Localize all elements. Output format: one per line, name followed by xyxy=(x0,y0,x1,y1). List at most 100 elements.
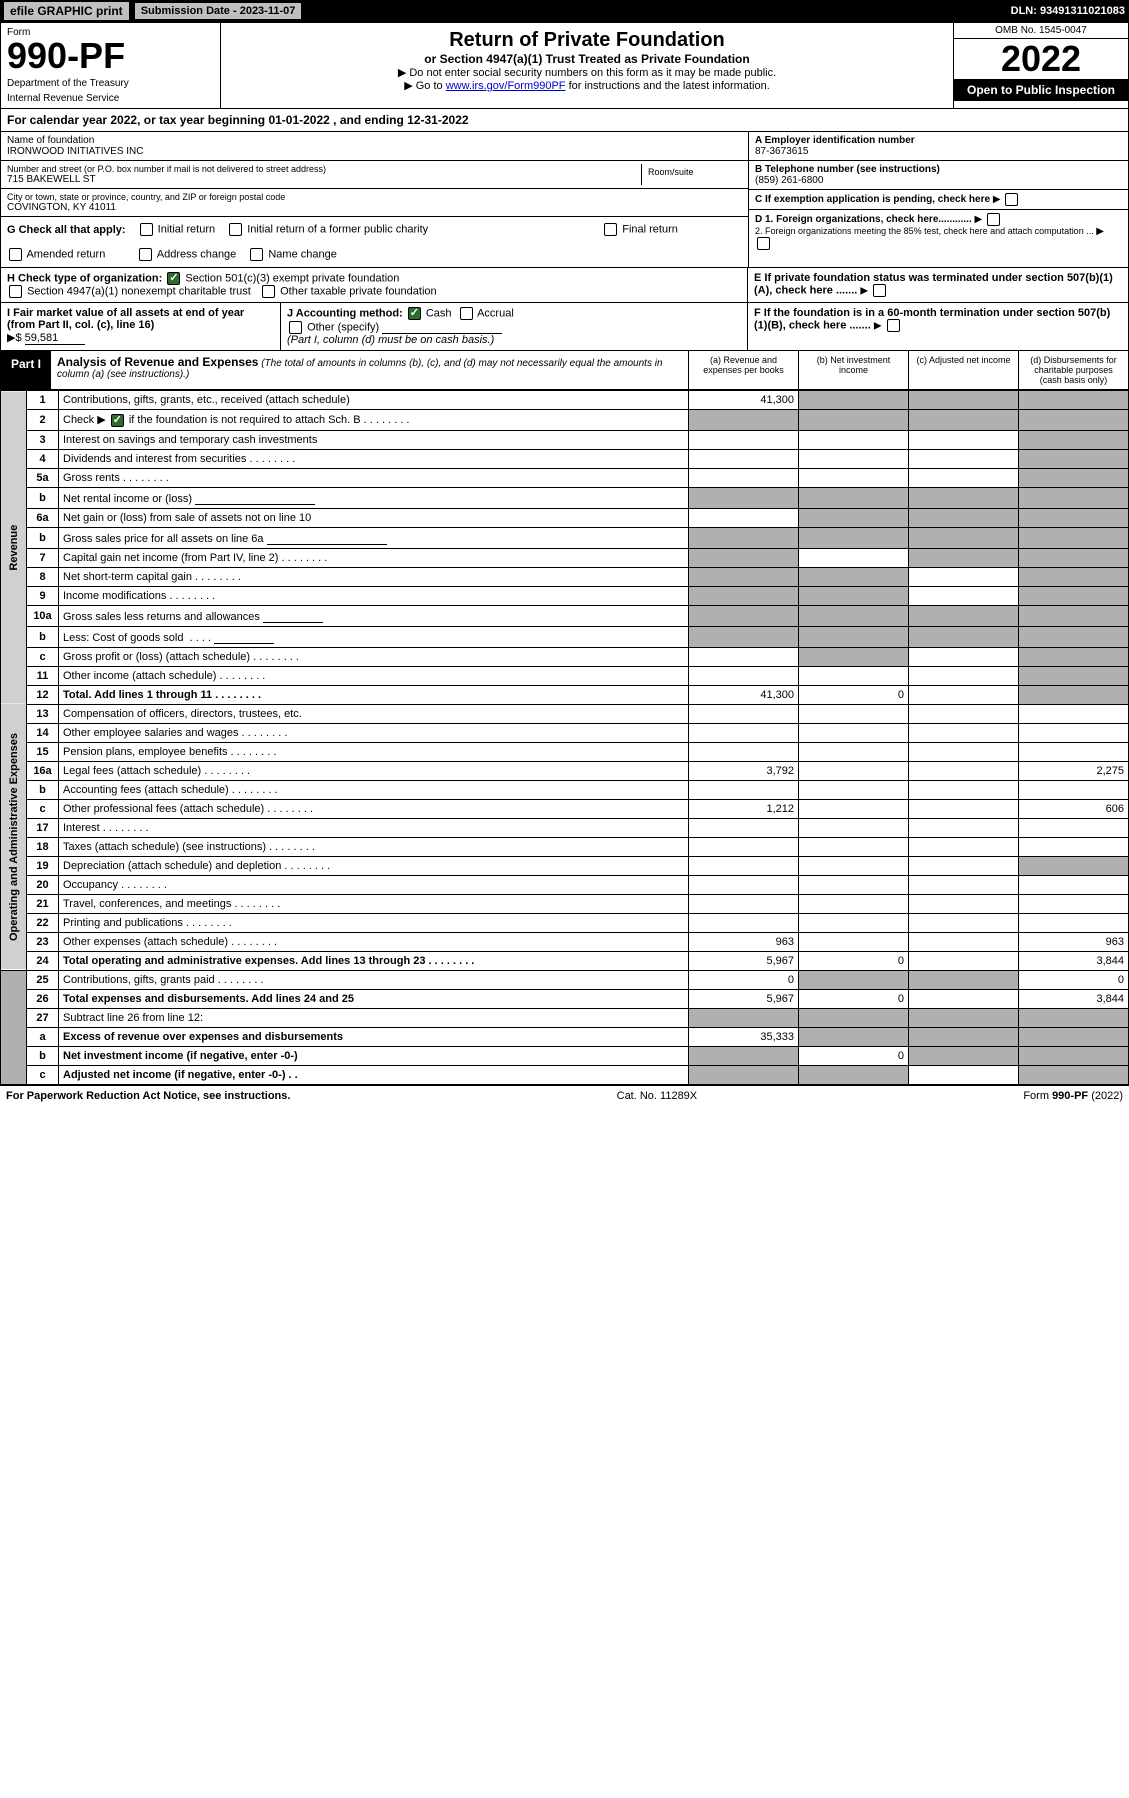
r16c-a: 1,212 xyxy=(689,799,799,818)
i-arrow: ▶$ xyxy=(7,332,22,344)
r16c-desc: Other professional fees (attach schedule… xyxy=(63,803,264,815)
r18-desc: Taxes (attach schedule) (see instruction… xyxy=(63,841,266,853)
checkbox-initial-return[interactable] xyxy=(140,223,153,236)
r16a-d: 2,275 xyxy=(1019,761,1129,780)
table-row: cOther professional fees (attach schedul… xyxy=(1,799,1129,818)
r16a-a: 3,792 xyxy=(689,761,799,780)
table-row: 18Taxes (attach schedule) (see instructi… xyxy=(1,837,1129,856)
checkbox-cash[interactable] xyxy=(408,307,421,320)
checkbox-other-taxable[interactable] xyxy=(262,285,275,298)
r16b-desc: Accounting fees (attach schedule) xyxy=(63,784,229,796)
r8-desc: Net short-term capital gain xyxy=(63,571,192,583)
r16a-desc: Legal fees (attach schedule) xyxy=(63,765,201,777)
table-row: 3Interest on savings and temporary cash … xyxy=(1,430,1129,449)
dots: . . . . . . . . xyxy=(183,917,232,929)
r25-d: 0 xyxy=(1019,970,1129,989)
table-row: bGross sales price for all assets on lin… xyxy=(1,527,1129,548)
checkbox-name-change[interactable] xyxy=(250,248,263,261)
r6b-desc: Gross sales price for all assets on line… xyxy=(63,533,264,545)
checkbox-4947[interactable] xyxy=(9,285,22,298)
checkbox-f[interactable] xyxy=(887,319,900,332)
r2-pre: Check ▶ xyxy=(63,414,106,426)
dots: . . . . . . . . xyxy=(278,552,327,564)
e-column: E If private foundation status was termi… xyxy=(748,268,1128,302)
r5b-desc: Net rental income or (loss) xyxy=(63,493,192,505)
checkbox-c[interactable] xyxy=(1005,193,1018,206)
name-label: Name of foundation xyxy=(7,135,742,146)
r21-desc: Travel, conferences, and meetings xyxy=(63,898,231,910)
r5b-input[interactable] xyxy=(195,491,315,505)
checkbox-e[interactable] xyxy=(873,284,886,297)
r10b-desc: Less: Cost of goods sold xyxy=(63,632,183,644)
r24-d: 3,844 xyxy=(1019,951,1129,970)
h-opt2: Section 4947(a)(1) nonexempt charitable … xyxy=(27,285,251,297)
r6a-desc: Net gain or (loss) from sale of assets n… xyxy=(59,508,689,527)
table-row: 16aLegal fees (attach schedule) . . . . … xyxy=(1,761,1129,780)
page-footer: For Paperwork Reduction Act Notice, see … xyxy=(0,1085,1129,1106)
r22-desc: Printing and publications xyxy=(63,917,183,929)
r10a-input[interactable] xyxy=(263,609,323,623)
footer-mid: Cat. No. 11289X xyxy=(617,1090,698,1102)
checkbox-accrual[interactable] xyxy=(460,307,473,320)
g-opt-0: Initial return xyxy=(158,223,215,235)
checkbox-d1[interactable] xyxy=(987,213,1000,226)
table-row: bLess: Cost of goods sold . . . . xyxy=(1,626,1129,647)
checkbox-other-method[interactable] xyxy=(289,321,302,334)
j-accrual: Accrual xyxy=(477,307,514,319)
efile-badge[interactable]: efile GRAPHIC print xyxy=(4,2,129,20)
c-cell: C If exemption application is pending, c… xyxy=(749,190,1128,210)
open-inspection: Open to Public Inspection xyxy=(954,79,1128,101)
r11-desc: Other income (attach schedule) xyxy=(63,670,216,682)
dots: . . . . . . . . xyxy=(120,472,169,484)
street-address: 715 BAKEWELL ST xyxy=(7,174,641,185)
checkbox-501c3[interactable] xyxy=(167,272,180,285)
ein-cell: A Employer identification number 87-3673… xyxy=(749,132,1128,161)
omb-number: OMB No. 1545-0047 xyxy=(954,23,1128,39)
checkbox-amended-return[interactable] xyxy=(9,248,22,261)
checkbox-initial-former[interactable] xyxy=(229,223,242,236)
form-title: Return of Private Foundation xyxy=(227,29,947,52)
dots: . . . . . . . . xyxy=(216,670,265,682)
checkbox-d2[interactable] xyxy=(757,237,770,250)
table-row: cGross profit or (loss) (attach schedule… xyxy=(1,647,1129,666)
table-row: 23Other expenses (attach schedule) . . .… xyxy=(1,932,1129,951)
r7-desc: Capital gain net income (from Part IV, l… xyxy=(63,552,278,564)
dots: . . . . . . . . xyxy=(361,414,410,426)
expenses-label: Operating and Administrative Expenses xyxy=(1,704,27,970)
r10b-input[interactable] xyxy=(214,630,274,644)
g-opt-3: Amended return xyxy=(26,248,105,260)
table-row: bAccounting fees (attach schedule) . . .… xyxy=(1,780,1129,799)
g-opt-5: Name change xyxy=(268,248,337,260)
footer-left: For Paperwork Reduction Act Notice, see … xyxy=(6,1090,290,1102)
irs: Internal Revenue Service xyxy=(7,93,214,104)
h-opt1: Section 501(c)(3) exempt private foundat… xyxy=(185,272,399,284)
form990pf-link[interactable]: www.irs.gov/Form990PF xyxy=(446,80,566,92)
r26-d: 3,844 xyxy=(1019,989,1129,1008)
table-row: 21Travel, conferences, and meetings . . … xyxy=(1,894,1129,913)
r17-desc: Interest xyxy=(63,822,100,834)
addr-label: Number and street (or P.O. box number if… xyxy=(7,164,641,174)
other-specify-input[interactable] xyxy=(382,320,502,334)
r27a-a: 35,333 xyxy=(689,1027,799,1046)
r1-a: 41,300 xyxy=(689,391,799,410)
r6b-input[interactable] xyxy=(267,531,387,545)
f-label: F If the foundation is in a 60-month ter… xyxy=(754,307,1110,331)
r23-a: 963 xyxy=(689,932,799,951)
checkbox-final-return[interactable] xyxy=(604,223,617,236)
r27b-desc: Net investment income (if negative, ente… xyxy=(59,1046,689,1065)
table-row: 4Dividends and interest from securities … xyxy=(1,449,1129,468)
checkbox-address-change[interactable] xyxy=(139,248,152,261)
year-block: OMB No. 1545-0047 2022 Open to Public In… xyxy=(953,23,1128,108)
r4-desc: Dividends and interest from securities xyxy=(63,453,246,465)
r9-desc: Income modifications xyxy=(63,590,166,602)
part1-column-headers: (a) Revenue and expenses per books (b) N… xyxy=(688,351,1128,389)
section-g: G Check all that apply: Initial return I… xyxy=(1,217,748,267)
department: Department of the Treasury xyxy=(7,78,214,89)
checkbox-sch-b[interactable] xyxy=(111,414,124,427)
r27c-desc: Adjusted net income (if negative, enter … xyxy=(63,1069,285,1081)
r24-desc: Total operating and administrative expen… xyxy=(63,955,425,967)
fmv-value: 59,581 xyxy=(25,332,85,345)
r25-desc: Contributions, gifts, grants paid xyxy=(63,974,215,986)
r16c-d: 606 xyxy=(1019,799,1129,818)
e-label: E If private foundation status was termi… xyxy=(754,272,1113,296)
